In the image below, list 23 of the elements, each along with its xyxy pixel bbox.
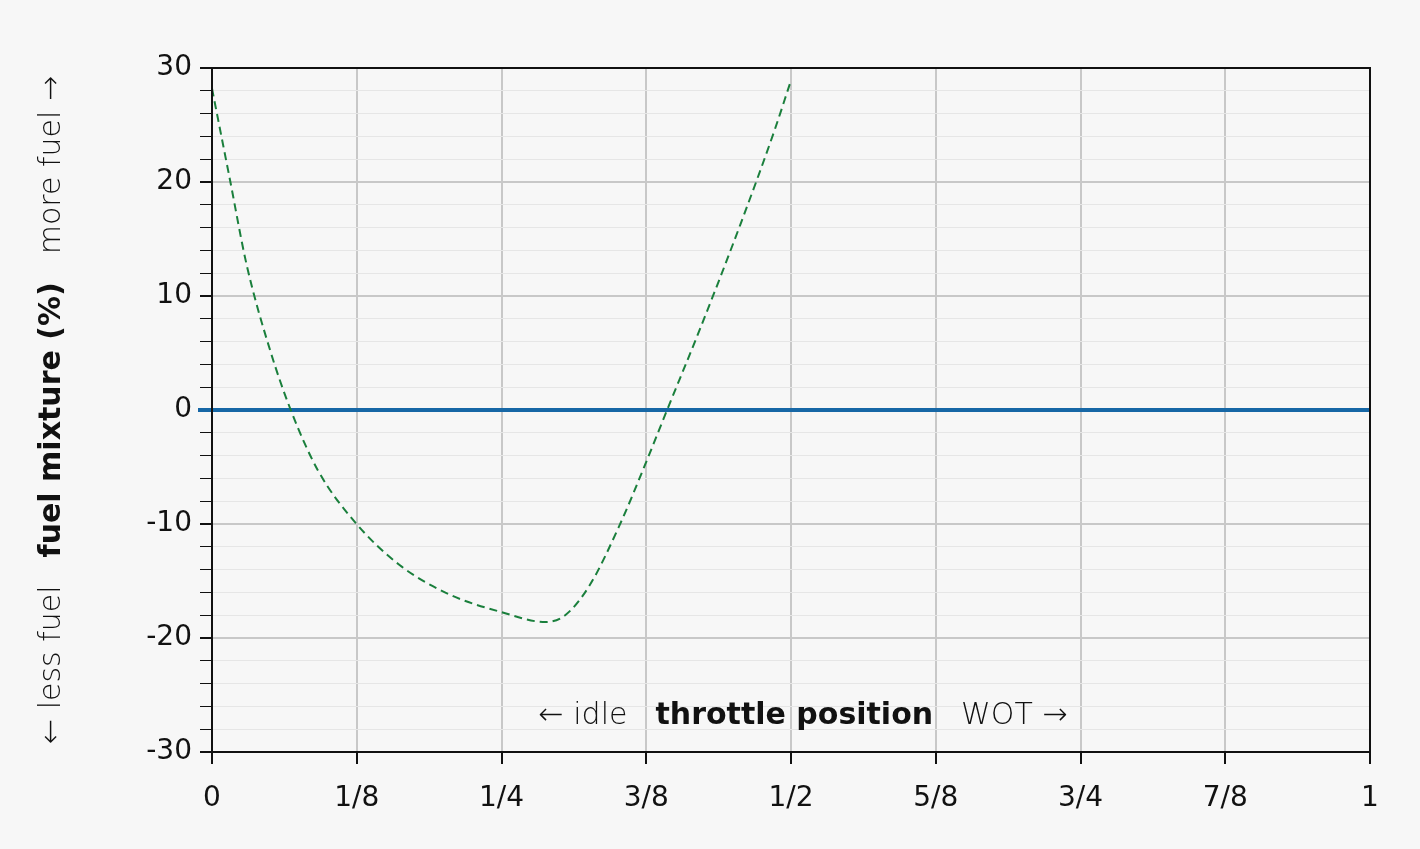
y-tick-label: 30 bbox=[156, 49, 192, 83]
annotation: ← idle bbox=[538, 695, 628, 731]
y-tick-label: -20 bbox=[146, 619, 192, 653]
x-tick-label: 5/8 bbox=[913, 780, 959, 814]
x-tick-label: 1/4 bbox=[478, 780, 525, 814]
x-axis-title: throttle position bbox=[655, 695, 934, 731]
x-tick-label: 1/8 bbox=[334, 780, 380, 814]
y-tick-label: 0 bbox=[174, 391, 192, 425]
y-tick-label: -10 bbox=[146, 505, 192, 539]
x-tick-label: 1/2 bbox=[768, 780, 814, 814]
y-tick-label: -30 bbox=[146, 733, 192, 767]
annotation: WOT → bbox=[961, 695, 1068, 731]
text: ← less fuel bbox=[31, 585, 67, 745]
x-tick-label: 3/8 bbox=[623, 780, 669, 814]
y-tick-label: 10 bbox=[156, 277, 192, 311]
x-tick-label: 1 bbox=[1361, 780, 1379, 814]
x-tick-label: 0 bbox=[203, 780, 221, 814]
x-tick-label: 7/8 bbox=[1202, 780, 1248, 814]
line-series bbox=[212, 82, 791, 624]
y-tick-label: 20 bbox=[156, 163, 192, 197]
x-tick-label: 3/4 bbox=[1057, 780, 1104, 814]
y-axis-title: fuel mixture (%) bbox=[31, 282, 67, 558]
text: more fuel → bbox=[31, 75, 67, 255]
